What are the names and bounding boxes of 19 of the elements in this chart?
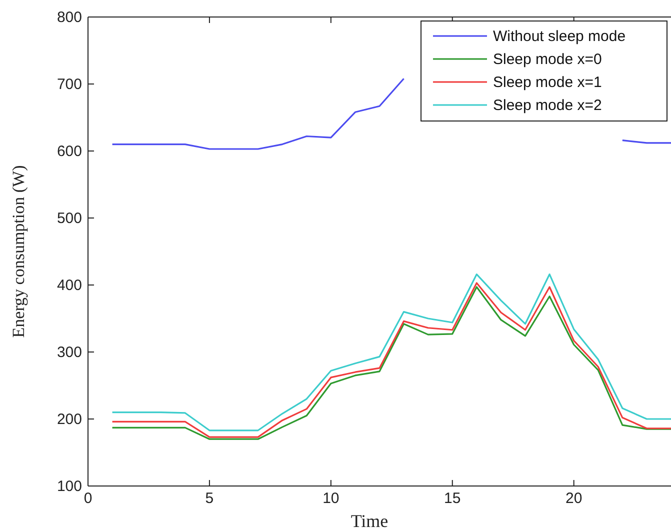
y-tick-label: 600 xyxy=(56,143,82,160)
y-tick-label: 200 xyxy=(56,411,82,428)
x-tick-label: 20 xyxy=(565,490,582,507)
y-tick-label: 100 xyxy=(56,478,82,495)
y-axis-title: Energy consumption (W) xyxy=(9,165,28,338)
legend-label: Sleep mode x=2 xyxy=(493,97,602,114)
x-tick-label: 15 xyxy=(444,490,461,507)
y-tick-label: 800 xyxy=(56,9,82,26)
x-tick-label: 5 xyxy=(205,490,214,507)
legend-label: Sleep mode x=1 xyxy=(493,74,602,91)
y-tick-label: 400 xyxy=(56,277,82,294)
legend-label: Without sleep mode xyxy=(493,28,626,45)
legend-label: Sleep mode x=0 xyxy=(493,51,602,68)
y-tick-label: 500 xyxy=(56,210,82,227)
x-tick-label: 10 xyxy=(322,490,340,507)
y-tick-label: 300 xyxy=(56,344,82,361)
x-tick-label: 0 xyxy=(84,490,92,507)
x-axis-title: Time xyxy=(350,511,388,531)
y-tick-label: 700 xyxy=(56,76,82,93)
